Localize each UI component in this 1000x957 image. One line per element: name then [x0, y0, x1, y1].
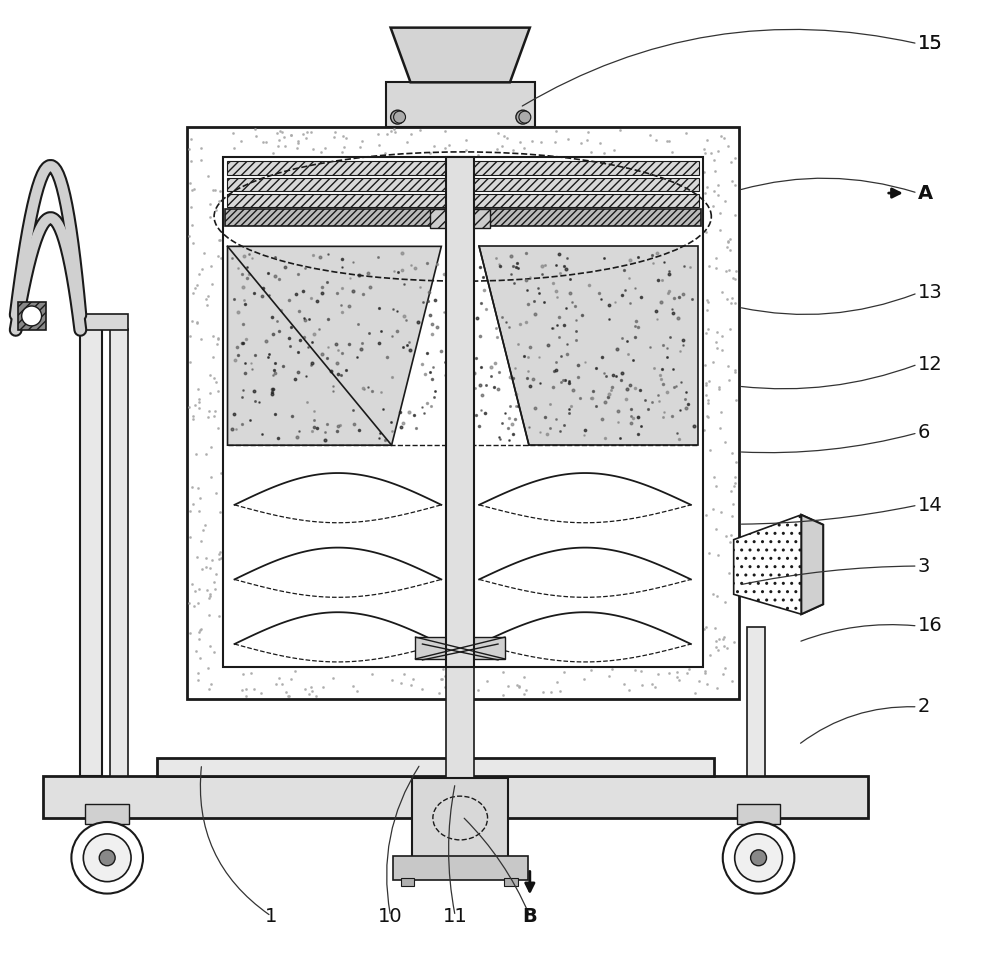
Bar [430, 209, 452, 229]
Bar [393, 856, 528, 879]
Bar [43, 776, 868, 818]
Text: 14: 14 [918, 496, 942, 515]
Bar [110, 329, 128, 776]
Circle shape [22, 306, 42, 326]
Polygon shape [734, 515, 823, 614]
Bar [747, 627, 765, 776]
Bar [157, 758, 714, 776]
Text: A: A [918, 184, 933, 203]
Bar [18, 302, 46, 330]
Bar [412, 778, 508, 857]
Circle shape [516, 110, 530, 124]
Bar [446, 157, 474, 667]
Polygon shape [479, 246, 698, 445]
Circle shape [83, 834, 131, 881]
Circle shape [99, 850, 115, 866]
Text: 6: 6 [918, 423, 930, 442]
Text: 1: 1 [265, 906, 277, 925]
Text: 10: 10 [378, 906, 403, 925]
Bar [415, 637, 505, 659]
Text: 15: 15 [918, 34, 943, 54]
Bar [85, 804, 129, 824]
Text: 16: 16 [918, 616, 942, 635]
Text: 15: 15 [918, 34, 943, 54]
Bar [187, 127, 739, 699]
Bar [80, 314, 128, 330]
Polygon shape [391, 28, 530, 82]
Bar [80, 329, 102, 776]
Bar [225, 209, 701, 227]
Circle shape [735, 834, 782, 881]
Bar [446, 667, 474, 778]
Bar [223, 157, 703, 667]
Bar [386, 82, 535, 127]
Text: B: B [522, 906, 537, 925]
Circle shape [751, 850, 767, 866]
Bar [737, 804, 780, 824]
Text: 2: 2 [918, 698, 930, 717]
Circle shape [519, 111, 531, 123]
Text: 13: 13 [918, 283, 942, 302]
Text: 12: 12 [918, 355, 942, 374]
Bar [504, 878, 518, 885]
Bar [227, 161, 699, 175]
Text: 11: 11 [443, 906, 468, 925]
Circle shape [391, 110, 405, 124]
Circle shape [394, 111, 406, 123]
Polygon shape [801, 515, 823, 614]
Bar [227, 178, 699, 190]
Polygon shape [228, 246, 441, 445]
Bar [227, 193, 699, 207]
Bar [401, 878, 414, 885]
Circle shape [723, 822, 794, 894]
Text: 3: 3 [918, 557, 930, 575]
Circle shape [71, 822, 143, 894]
Bar [468, 209, 490, 229]
